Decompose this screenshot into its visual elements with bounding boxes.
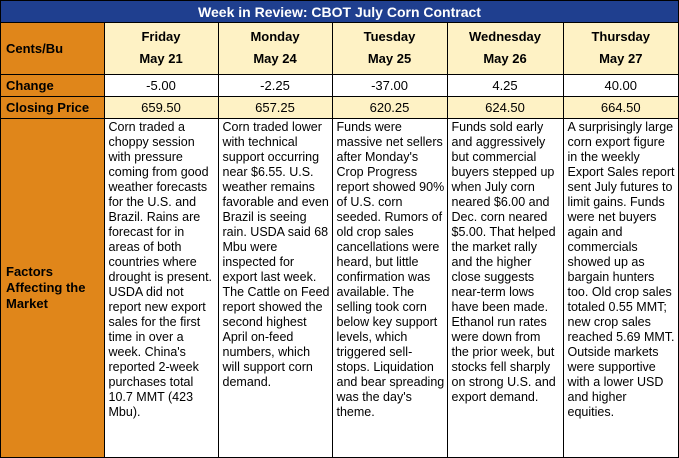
closing-value-thursday: 664.50 xyxy=(562,95,678,119)
change-value-thursday: 40.00 xyxy=(562,73,678,97)
change-value-monday: -2.25 xyxy=(217,73,333,97)
units-label: Cents/Bu xyxy=(1,23,105,75)
day-header-wednesday: Wednesday May 26 xyxy=(446,23,564,75)
day-header-monday: Monday May 24 xyxy=(217,23,333,75)
day-name: Wednesday xyxy=(468,29,541,45)
change-value-friday: -5.00 xyxy=(103,73,219,97)
table-title: Week in Review: CBOT July Corn Contract xyxy=(1,1,678,23)
factors-text-thursday: A surprisingly large corn export figure … xyxy=(562,117,678,457)
closing-row: Closing Price 659.50 657.25 620.25 624.5… xyxy=(1,95,678,119)
corn-review-grid: Cents/Bu Friday May 21 Monday May 24 Tue… xyxy=(1,23,678,457)
day-header-tuesday: Tuesday May 25 xyxy=(331,23,448,75)
day-date: May 27 xyxy=(599,51,643,67)
change-row: Change -5.00 -2.25 -37.00 4.25 40.00 xyxy=(1,73,678,97)
closing-label: Closing Price xyxy=(1,95,105,119)
factors-text-friday: Corn traded a choppy session with pressu… xyxy=(103,117,219,457)
closing-value-monday: 657.25 xyxy=(217,95,333,119)
closing-value-friday: 659.50 xyxy=(103,95,219,119)
day-date: May 21 xyxy=(139,51,183,67)
day-date: May 25 xyxy=(367,51,412,67)
closing-value-tuesday: 620.25 xyxy=(331,95,448,119)
change-value-tuesday: -37.00 xyxy=(331,73,448,97)
factors-text-wednesday: Funds sold early and aggressively but co… xyxy=(446,117,564,457)
change-value-wednesday: 4.25 xyxy=(446,73,564,97)
closing-value-wednesday: 624.50 xyxy=(446,95,564,119)
day-name: Friday xyxy=(141,29,181,45)
header-row: Cents/Bu Friday May 21 Monday May 24 Tue… xyxy=(1,23,678,75)
factors-text-tuesday: Funds were massive net sellers after Mon… xyxy=(331,117,448,457)
factors-text-monday: Corn traded lower with technical support… xyxy=(217,117,333,457)
day-date: May 24 xyxy=(253,51,297,67)
factors-label: Factors Affecting the Market xyxy=(1,117,105,457)
day-name: Thursday xyxy=(591,29,650,45)
day-name: Tuesday xyxy=(363,29,416,45)
factors-row: Factors Affecting the Market Corn traded… xyxy=(1,117,678,457)
day-header-thursday: Thursday May 27 xyxy=(562,23,678,75)
day-header-friday: Friday May 21 xyxy=(103,23,219,75)
change-label: Change xyxy=(1,73,105,97)
day-name: Monday xyxy=(250,29,300,45)
day-date: May 26 xyxy=(483,51,527,67)
